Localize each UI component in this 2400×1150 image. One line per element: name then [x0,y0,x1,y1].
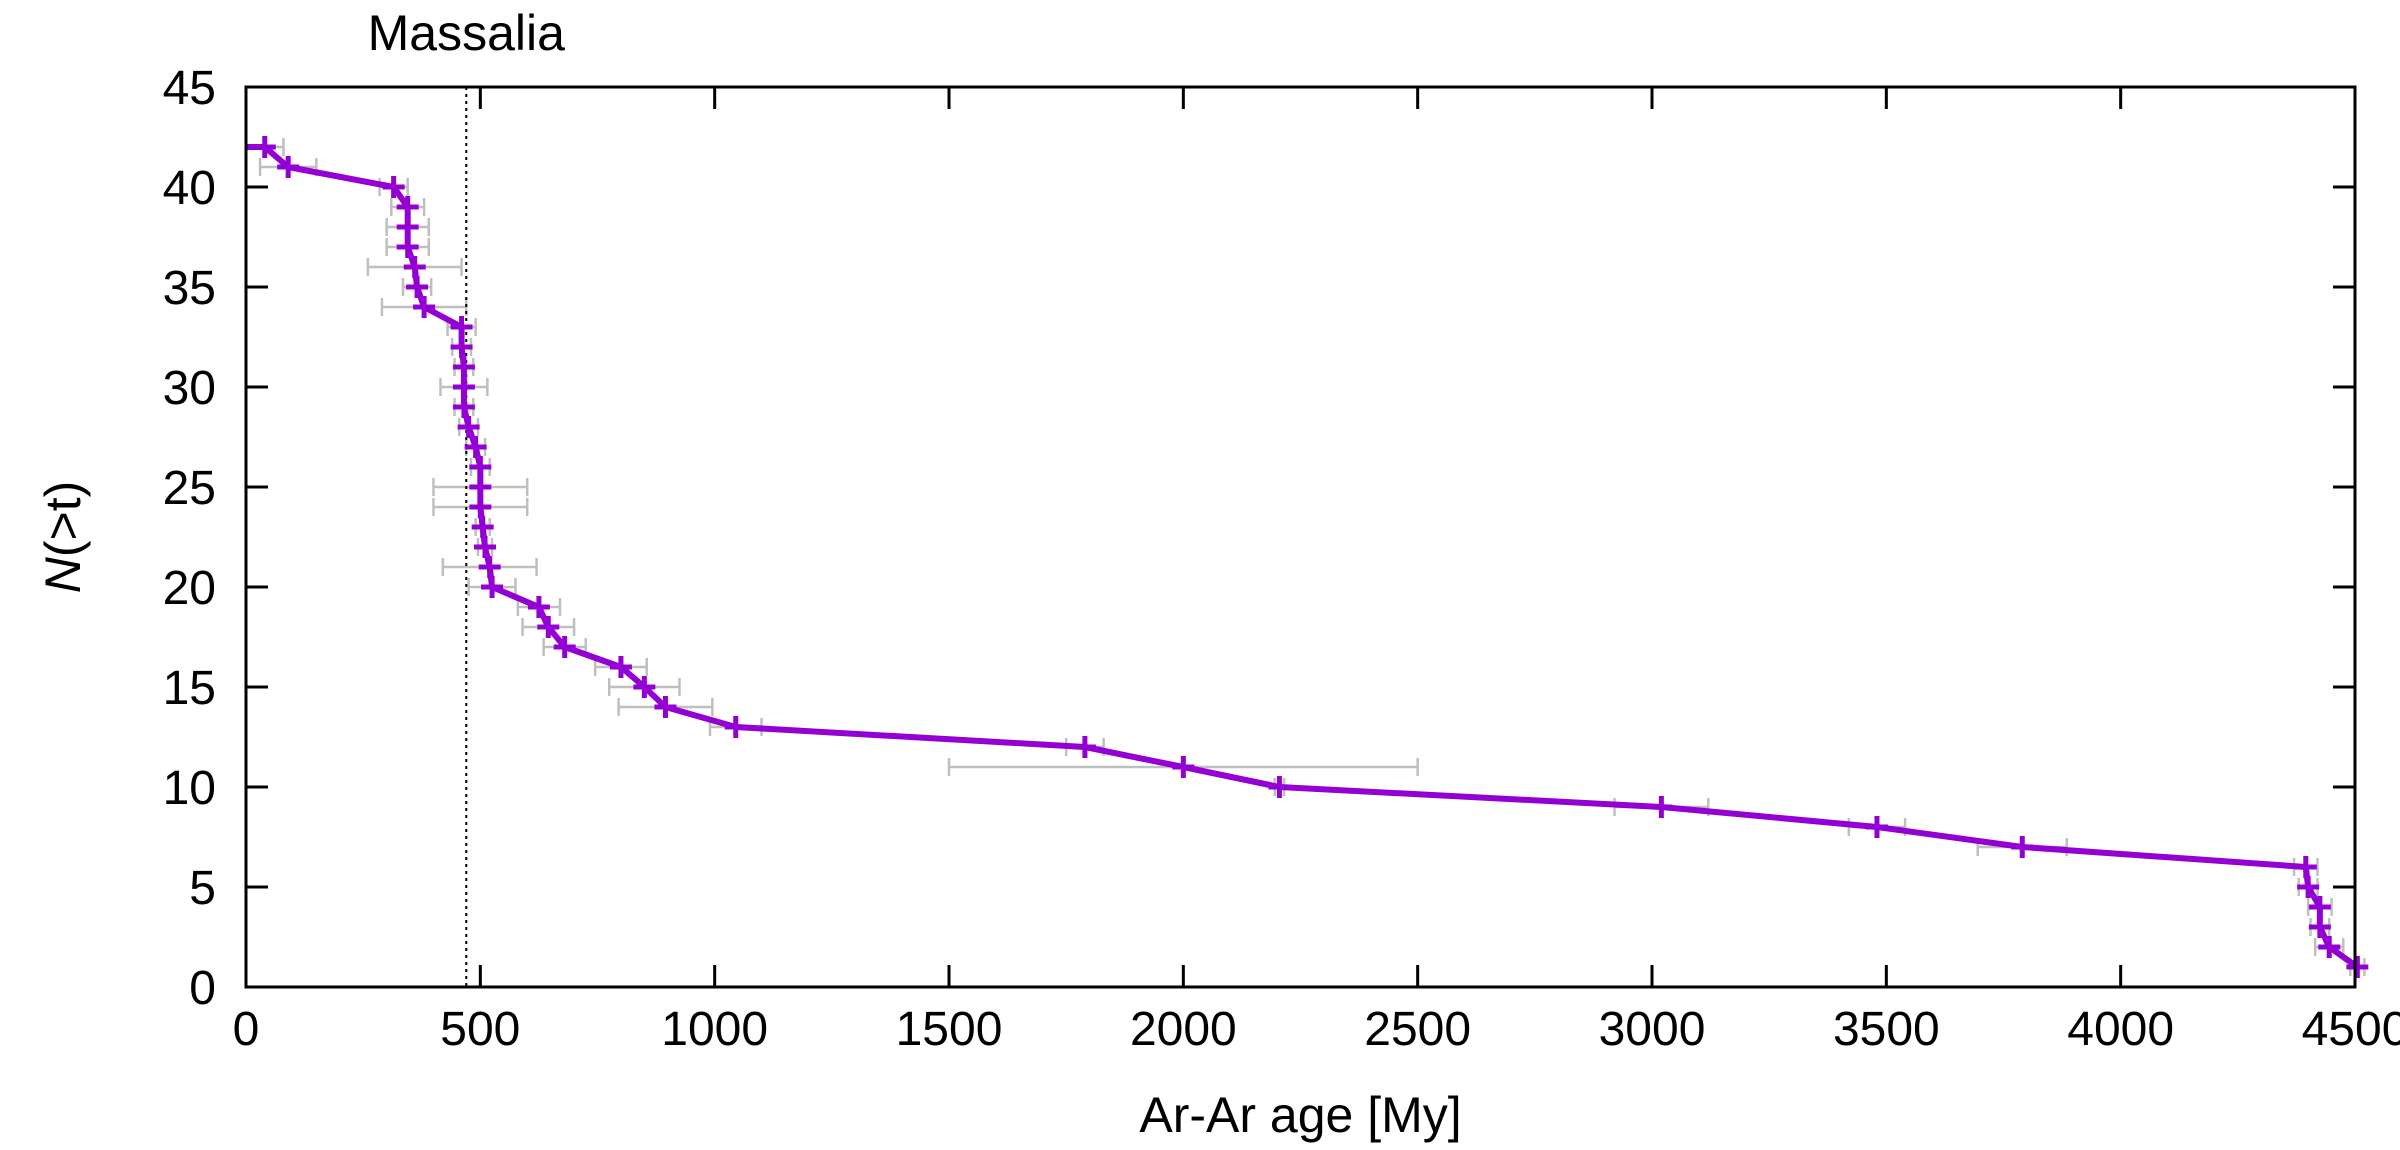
data-point [471,516,494,538]
plot-frame [244,85,2357,989]
data-point [253,136,276,158]
x-tick-label: 4000 [2067,1003,2174,1056]
x-tick-label: 4500 [2302,1003,2400,1056]
data-point [481,576,504,598]
y-tick-label: 35 [163,262,216,315]
y-tick-label: 20 [163,562,216,615]
x-tick-label: 0 [233,1003,260,1056]
y-axis-label: N(>t) [35,481,91,594]
y-tick-label: 15 [163,662,216,715]
y-tick-label: 10 [163,762,216,815]
data-point [469,476,492,498]
x-tick-label: 1500 [896,1003,1003,1056]
y-tick-label: 25 [163,462,216,515]
data-point [2308,896,2331,918]
data-point [2318,936,2341,958]
data-point [452,376,475,398]
data-point [2308,916,2331,938]
x-tick-label: 500 [440,1003,520,1056]
data-point [2294,856,2317,878]
data-point [553,636,576,658]
data-point [474,536,497,558]
series-line [246,144,2360,970]
data-point [1172,756,1195,778]
data-point [457,416,480,438]
data-series [246,136,2369,978]
x-tick-label: 2000 [1130,1003,1237,1056]
data-point [2297,876,2320,898]
y-tick-label: 5 [189,862,216,915]
x-tick-label: 2500 [1364,1003,1471,1056]
data-point [1650,796,1673,818]
data-point [450,316,473,338]
data-point [452,396,475,418]
data-point [1073,736,1096,758]
data-point [450,336,473,358]
y-tick-label: 40 [163,162,216,215]
annotation-label: Massalia [368,5,565,61]
data-point [396,236,419,258]
data-point [537,616,560,638]
data-point [413,296,436,318]
x-tick-label: 3000 [1599,1003,1706,1056]
y-tick-label: 45 [163,62,216,115]
data-point [396,196,419,218]
data-point [478,556,501,578]
y-axis-label-condition: (>t) [35,481,91,557]
data-point [277,156,300,178]
data-point [1268,776,1291,798]
y-tick-label: 0 [189,962,216,1015]
data-point [469,456,492,478]
data-point [633,676,656,698]
data-point [1865,816,1888,838]
x-axis-label: Ar-Ar age [My] [1139,1087,1461,1143]
data-point [609,656,632,678]
axis-ticks: 0 500 1000 1500 2000 2500 3000 3500 4000 4500 0 5 10… [163,62,2400,1056]
y-axis-label-variable: N [35,556,91,593]
data-point [527,596,550,618]
data-point [2011,836,2034,858]
data-point [2346,956,2369,978]
data-point [396,216,419,238]
data-point [654,696,677,718]
x-tick-label: 3500 [1833,1003,1940,1056]
x-tick-label: 1000 [661,1003,768,1056]
data-point [403,256,426,278]
y-tick-label: 30 [163,362,216,415]
data-point [724,716,747,738]
data-point [464,436,487,458]
data-point [382,176,405,198]
data-point [406,276,429,298]
data-point [452,356,475,378]
data-point [469,496,492,518]
